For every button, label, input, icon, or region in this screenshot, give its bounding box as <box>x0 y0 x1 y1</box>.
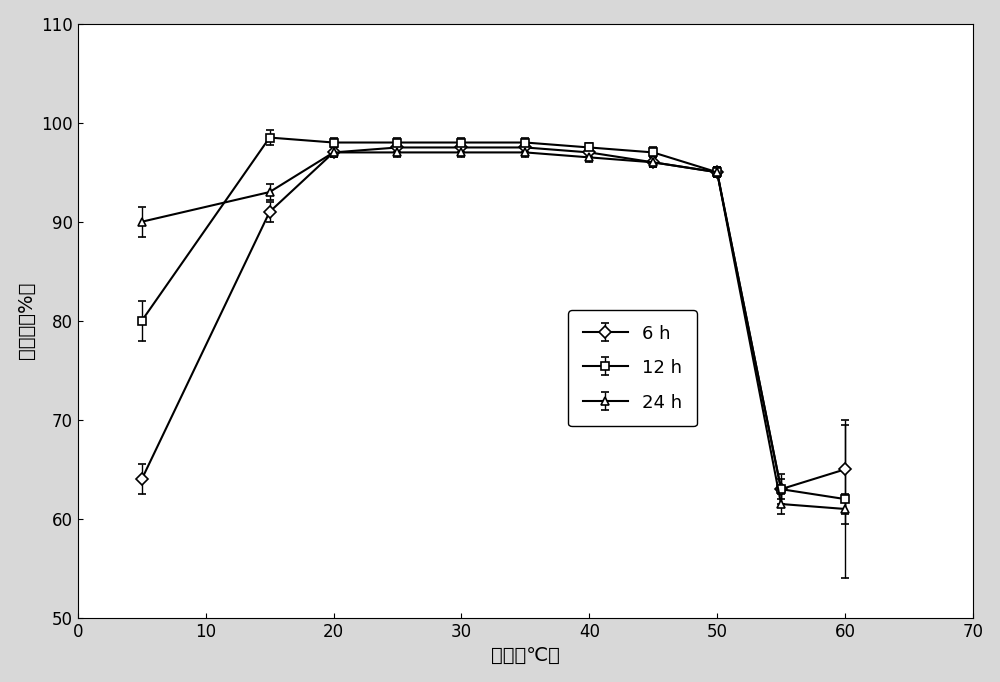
X-axis label: 温度（℃）: 温度（℃） <box>491 647 560 666</box>
Legend: 6 h, 12 h, 24 h: 6 h, 12 h, 24 h <box>568 310 697 426</box>
Y-axis label: 脱色率（%）: 脱色率（%） <box>17 282 36 359</box>
